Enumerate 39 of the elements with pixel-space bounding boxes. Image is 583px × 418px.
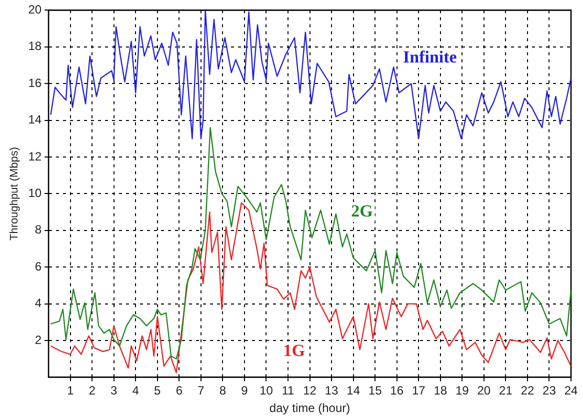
x-tick-label: 21	[499, 384, 513, 398]
x-tick-label: 14	[346, 384, 360, 398]
y-tick-label: 8	[34, 222, 42, 237]
y-tick-label: 12	[28, 149, 42, 164]
x-tick-label: 9	[241, 384, 248, 398]
x-tick-label: 12	[303, 384, 317, 398]
x-tick-label: 4	[132, 384, 140, 398]
x-tick-label: 19	[455, 384, 470, 398]
x-tick-label: 15	[368, 384, 382, 398]
y-tick-label: 20	[28, 2, 42, 17]
y-tick-label: 18	[28, 39, 42, 54]
y-tick-label: 14	[28, 112, 42, 127]
x-tick-label: 17	[412, 384, 426, 398]
y-tick-label: 2	[34, 332, 42, 347]
x-tick-label: 22	[520, 384, 534, 398]
y-tick-label: 10	[28, 186, 42, 200]
x-tick-label: 7	[198, 384, 205, 398]
x-tick-label: 16	[390, 384, 404, 398]
x-tick-label: 5	[154, 384, 162, 398]
x-tick-label: 1	[66, 384, 74, 398]
x-tick-label: 2	[88, 384, 96, 398]
x-tick-label: 11	[282, 384, 295, 398]
series-label: 1G	[283, 340, 305, 360]
x-tick-label: 18	[434, 384, 448, 398]
x-tick-label: 8	[219, 384, 226, 398]
y-tick-label: 4	[34, 296, 42, 310]
series-label: Infinite	[403, 47, 458, 66]
x-tick-label: 20	[477, 384, 491, 398]
series-label: 2G	[351, 201, 373, 220]
x-tick-label: 10	[260, 384, 274, 398]
x-axis-title: day time (hour)	[269, 401, 350, 416]
x-tick-label: 23	[542, 384, 556, 398]
x-tick-label: 3	[110, 384, 118, 398]
y-tick-label: 16	[28, 76, 42, 90]
y-tick-label: 6	[34, 259, 42, 274]
x-tick-label: 6	[176, 384, 183, 398]
x-tick-label: 13	[324, 384, 339, 398]
y-axis-title: Throughput (Mbps)	[8, 146, 21, 240]
x-tick-label: 24	[564, 384, 578, 398]
